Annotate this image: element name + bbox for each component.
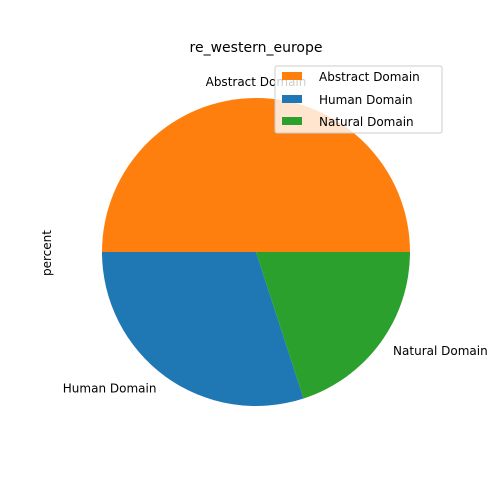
legend-swatch-natural-domain xyxy=(282,117,302,125)
chart-title: re_western_europe xyxy=(190,40,323,56)
legend: Abstract Domain Human Domain Natural Dom… xyxy=(274,65,443,134)
legend-swatch-abstract-domain xyxy=(282,72,302,80)
legend-frame xyxy=(274,65,443,134)
legend-swatch-human-domain xyxy=(282,95,302,103)
pie-slice-abstract-domain xyxy=(102,98,410,252)
legend-item: Natural Domain xyxy=(282,115,414,129)
slice-label-human-domain: Human Domain xyxy=(63,382,157,396)
pie-slice-human-domain xyxy=(102,252,304,406)
y-axis-label: percent xyxy=(40,230,54,276)
legend-label-human-domain: Human Domain xyxy=(319,93,413,107)
pie-slice-natural-domain xyxy=(256,252,410,399)
legend-label-natural-domain: Natural Domain xyxy=(319,115,414,129)
slice-label-natural-domain: Natural Domain xyxy=(393,344,488,358)
legend-item: Human Domain xyxy=(282,93,413,107)
legend-label-abstract-domain: Abstract Domain xyxy=(319,70,420,84)
legend-item: Abstract Domain xyxy=(282,70,420,84)
pie-slices xyxy=(102,98,410,406)
